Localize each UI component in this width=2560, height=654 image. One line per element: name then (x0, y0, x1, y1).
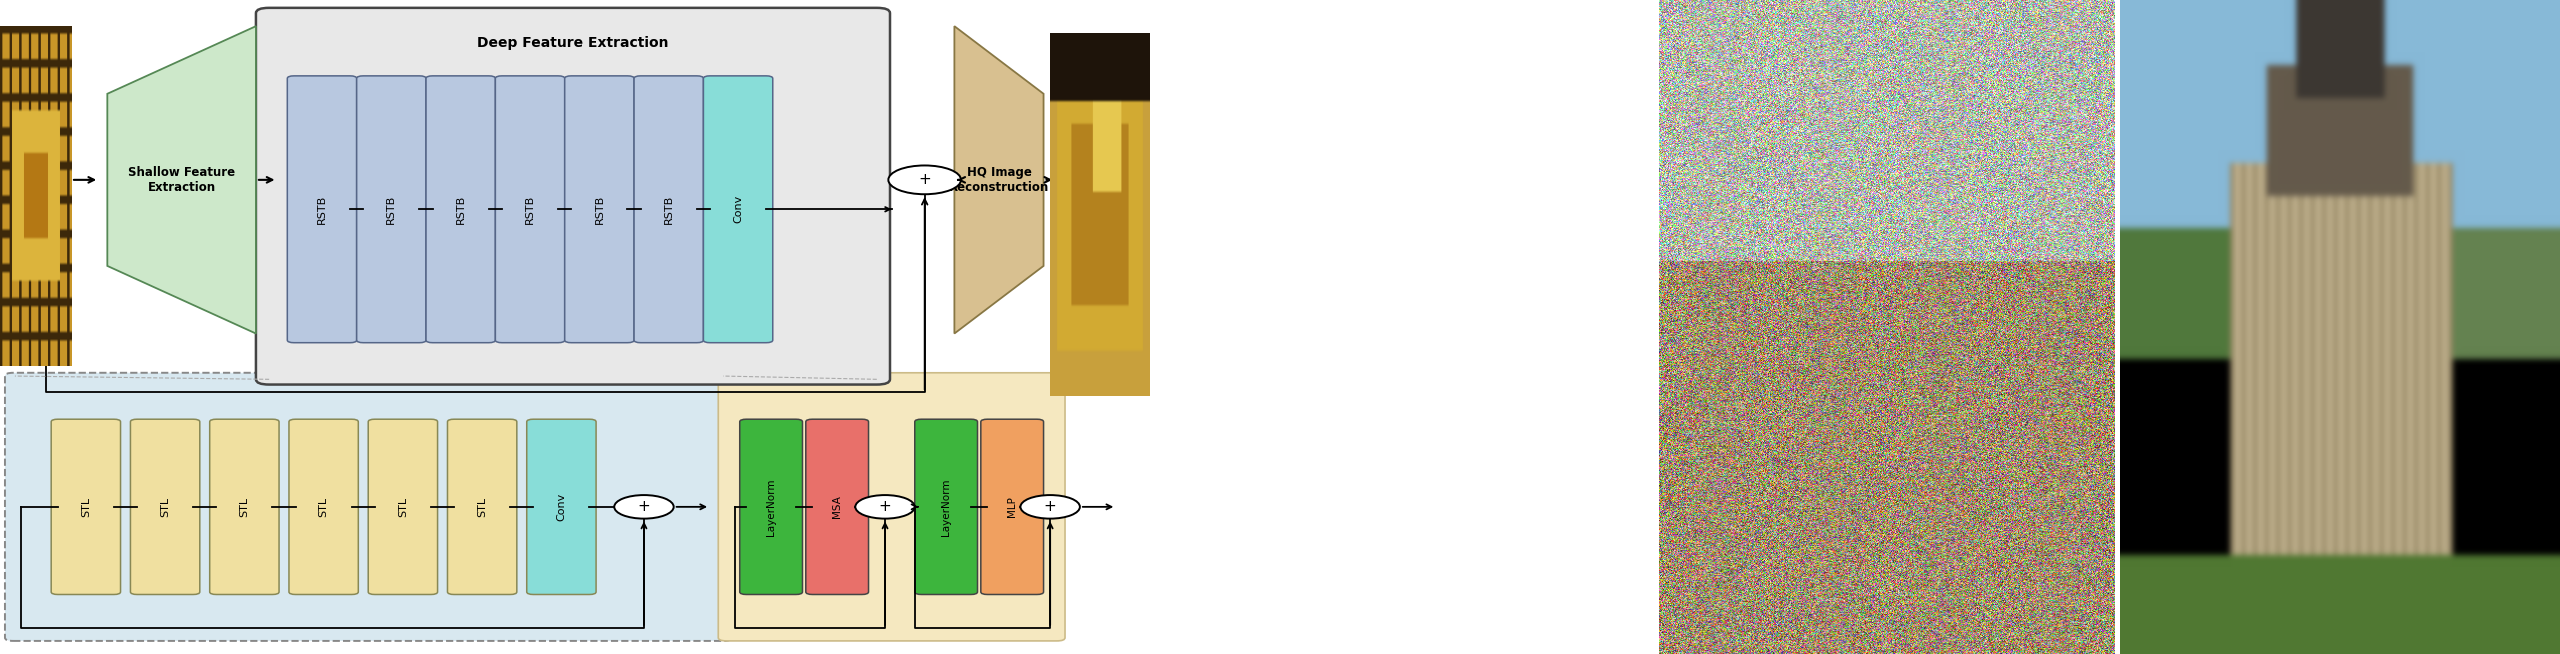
Text: Conv: Conv (556, 492, 566, 521)
FancyBboxPatch shape (980, 419, 1044, 594)
Text: RSTB: RSTB (525, 195, 535, 224)
FancyBboxPatch shape (287, 76, 356, 343)
Text: STL: STL (161, 497, 169, 517)
Text: RSTB: RSTB (387, 195, 397, 224)
Text: STL: STL (241, 497, 248, 517)
Text: MLP: MLP (1006, 496, 1016, 517)
Text: HQ Image
Reconstruction: HQ Image Reconstruction (950, 166, 1050, 194)
Polygon shape (955, 26, 1044, 334)
FancyBboxPatch shape (740, 419, 801, 594)
FancyBboxPatch shape (806, 419, 868, 594)
Text: LayerNorm: LayerNorm (765, 478, 776, 536)
Text: Conv: Conv (732, 195, 742, 224)
Text: +: + (637, 500, 650, 514)
Text: STL: STL (82, 497, 90, 517)
Polygon shape (108, 26, 256, 334)
Text: STL: STL (317, 497, 328, 517)
FancyBboxPatch shape (719, 373, 1065, 641)
Text: Deep Feature Extraction: Deep Feature Extraction (476, 35, 668, 50)
Text: +: + (1044, 500, 1057, 514)
Text: RSTB: RSTB (594, 195, 604, 224)
Text: +: + (878, 500, 891, 514)
FancyBboxPatch shape (210, 419, 279, 594)
FancyBboxPatch shape (425, 76, 497, 343)
FancyBboxPatch shape (704, 76, 773, 343)
Text: +: + (919, 173, 932, 187)
FancyBboxPatch shape (914, 419, 978, 594)
FancyBboxPatch shape (131, 419, 200, 594)
Circle shape (1021, 495, 1080, 519)
FancyBboxPatch shape (566, 76, 635, 343)
FancyBboxPatch shape (448, 419, 517, 594)
FancyBboxPatch shape (289, 419, 358, 594)
FancyBboxPatch shape (51, 419, 120, 594)
Circle shape (614, 495, 673, 519)
Text: STL: STL (476, 497, 486, 517)
Text: LayerNorm: LayerNorm (942, 478, 952, 536)
Text: MSA: MSA (832, 496, 842, 518)
Circle shape (888, 165, 960, 194)
FancyBboxPatch shape (256, 8, 891, 385)
Text: Shallow Feature
Extraction: Shallow Feature Extraction (128, 166, 236, 194)
FancyBboxPatch shape (369, 419, 438, 594)
FancyBboxPatch shape (635, 76, 704, 343)
Circle shape (855, 495, 914, 519)
FancyBboxPatch shape (356, 76, 425, 343)
Text: RSTB: RSTB (456, 195, 466, 224)
FancyBboxPatch shape (5, 373, 732, 641)
FancyBboxPatch shape (527, 419, 596, 594)
Text: STL: STL (397, 497, 407, 517)
FancyBboxPatch shape (497, 76, 566, 343)
Text: RSTB: RSTB (317, 195, 328, 224)
Text: RSTB: RSTB (663, 195, 673, 224)
